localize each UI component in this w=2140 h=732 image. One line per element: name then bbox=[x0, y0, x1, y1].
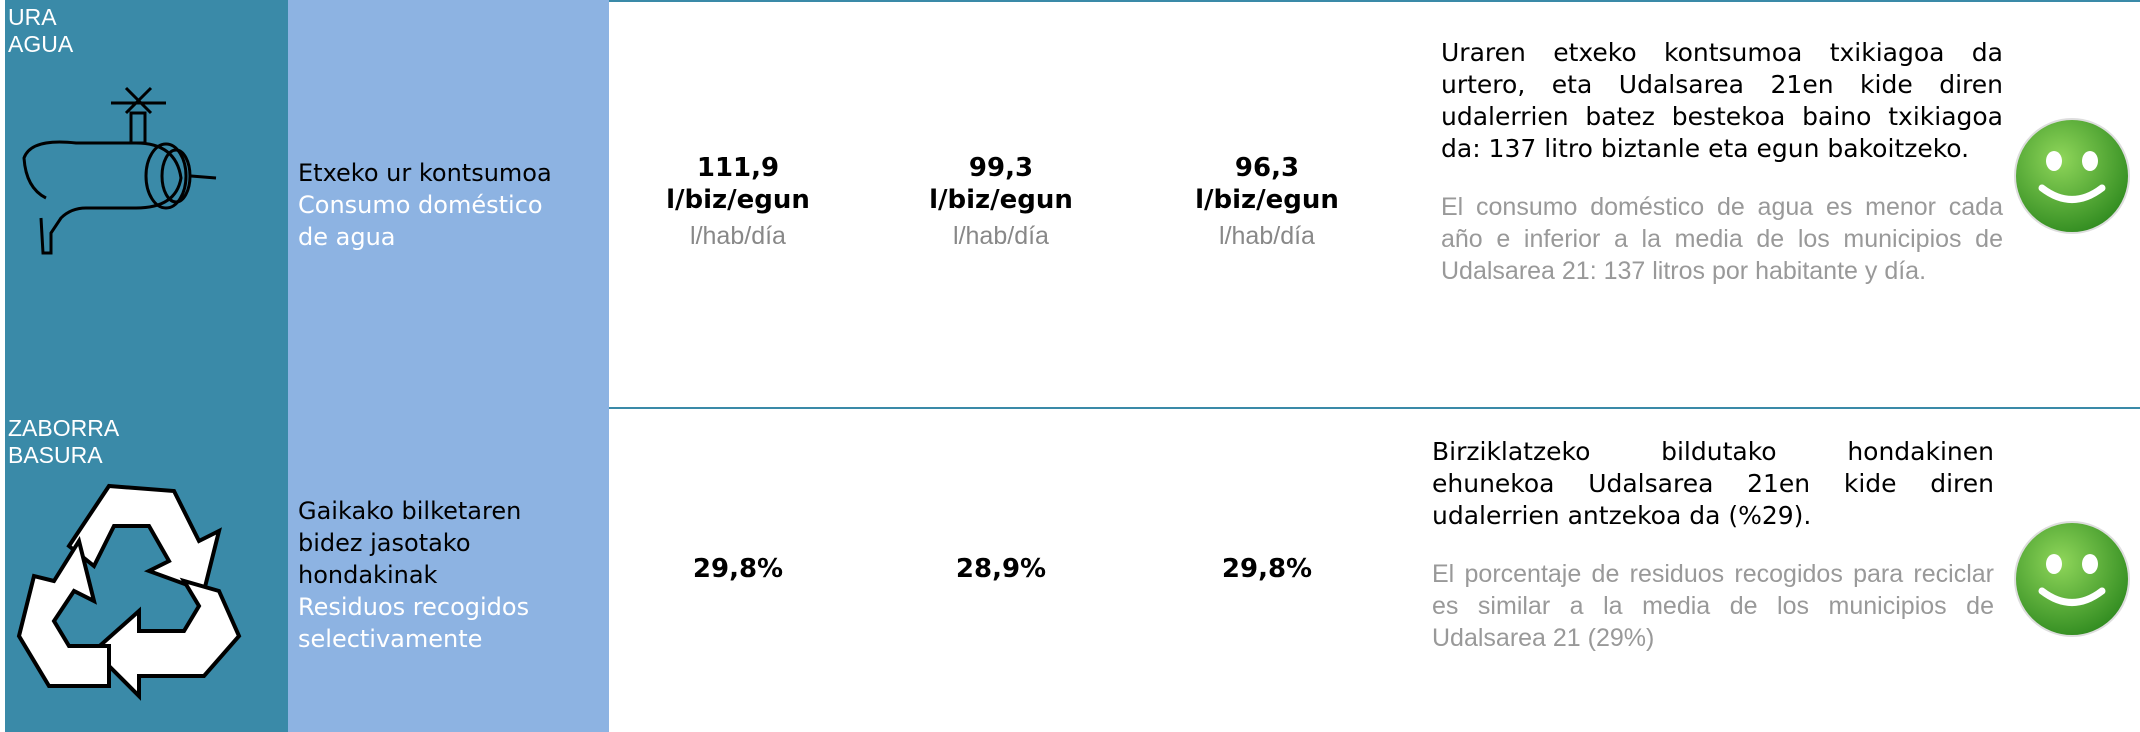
value: 29,8% bbox=[618, 553, 858, 585]
unit-es: l/hab/día bbox=[881, 216, 1121, 256]
unit-es: l/hab/día bbox=[1147, 216, 1387, 256]
category-es: BASURA bbox=[8, 442, 119, 469]
smiley-icon bbox=[2012, 116, 2132, 236]
row-rule bbox=[609, 407, 2140, 409]
unit-es: l/hab/día bbox=[618, 216, 858, 256]
value-cell: 29,8% bbox=[618, 553, 858, 585]
value-cell: 28,9% bbox=[881, 553, 1121, 585]
indicator-eu: Gaikako bilketaren bidez jasotako hondak… bbox=[298, 495, 573, 591]
value: 96,3 bbox=[1147, 152, 1387, 184]
top-rule bbox=[609, 0, 2140, 2]
description: Birziklatzeko bildutako hondakinen ehune… bbox=[1432, 436, 1994, 654]
page: URAAGUA ZABORRABASURA Etxeko ur kontsumo… bbox=[0, 0, 2140, 732]
unit-eu: l/biz/egun bbox=[881, 184, 1121, 216]
category-eu: ZABORRA bbox=[8, 415, 119, 442]
category-eu: URA bbox=[8, 4, 73, 31]
indicator-es: Consumo doméstico de agua bbox=[298, 189, 573, 253]
description-eu: Birziklatzeko bildutako hondakinen ehune… bbox=[1432, 436, 1994, 532]
value: 111,9 bbox=[618, 152, 858, 184]
description: Uraren etxeko kontsumoa txikiagoa da urt… bbox=[1441, 37, 2003, 287]
description-es: El porcentaje de residuos recogidos para… bbox=[1432, 558, 1994, 654]
category-es: AGUA bbox=[8, 31, 73, 58]
recycle-icon bbox=[14, 471, 254, 706]
description-es: El consumo doméstico de agua es menor ca… bbox=[1441, 191, 2003, 287]
value: 28,9% bbox=[881, 553, 1121, 585]
value-cell: 29,8% bbox=[1147, 553, 1387, 585]
description-eu: Uraren etxeko kontsumoa txikiagoa da urt… bbox=[1441, 37, 2003, 165]
value: 99,3 bbox=[881, 152, 1121, 184]
faucet-icon bbox=[16, 68, 226, 258]
indicator: Gaikako bilketaren bidez jasotako hondak… bbox=[298, 495, 573, 655]
value: 29,8% bbox=[1147, 553, 1387, 585]
unit-eu: l/biz/egun bbox=[618, 184, 858, 216]
indicator-eu: Etxeko ur kontsumoa bbox=[298, 157, 573, 189]
unit-eu: l/biz/egun bbox=[1147, 184, 1387, 216]
indicator-es: Residuos recogidos selectivamente bbox=[298, 591, 573, 655]
smiley-icon bbox=[2012, 519, 2132, 639]
